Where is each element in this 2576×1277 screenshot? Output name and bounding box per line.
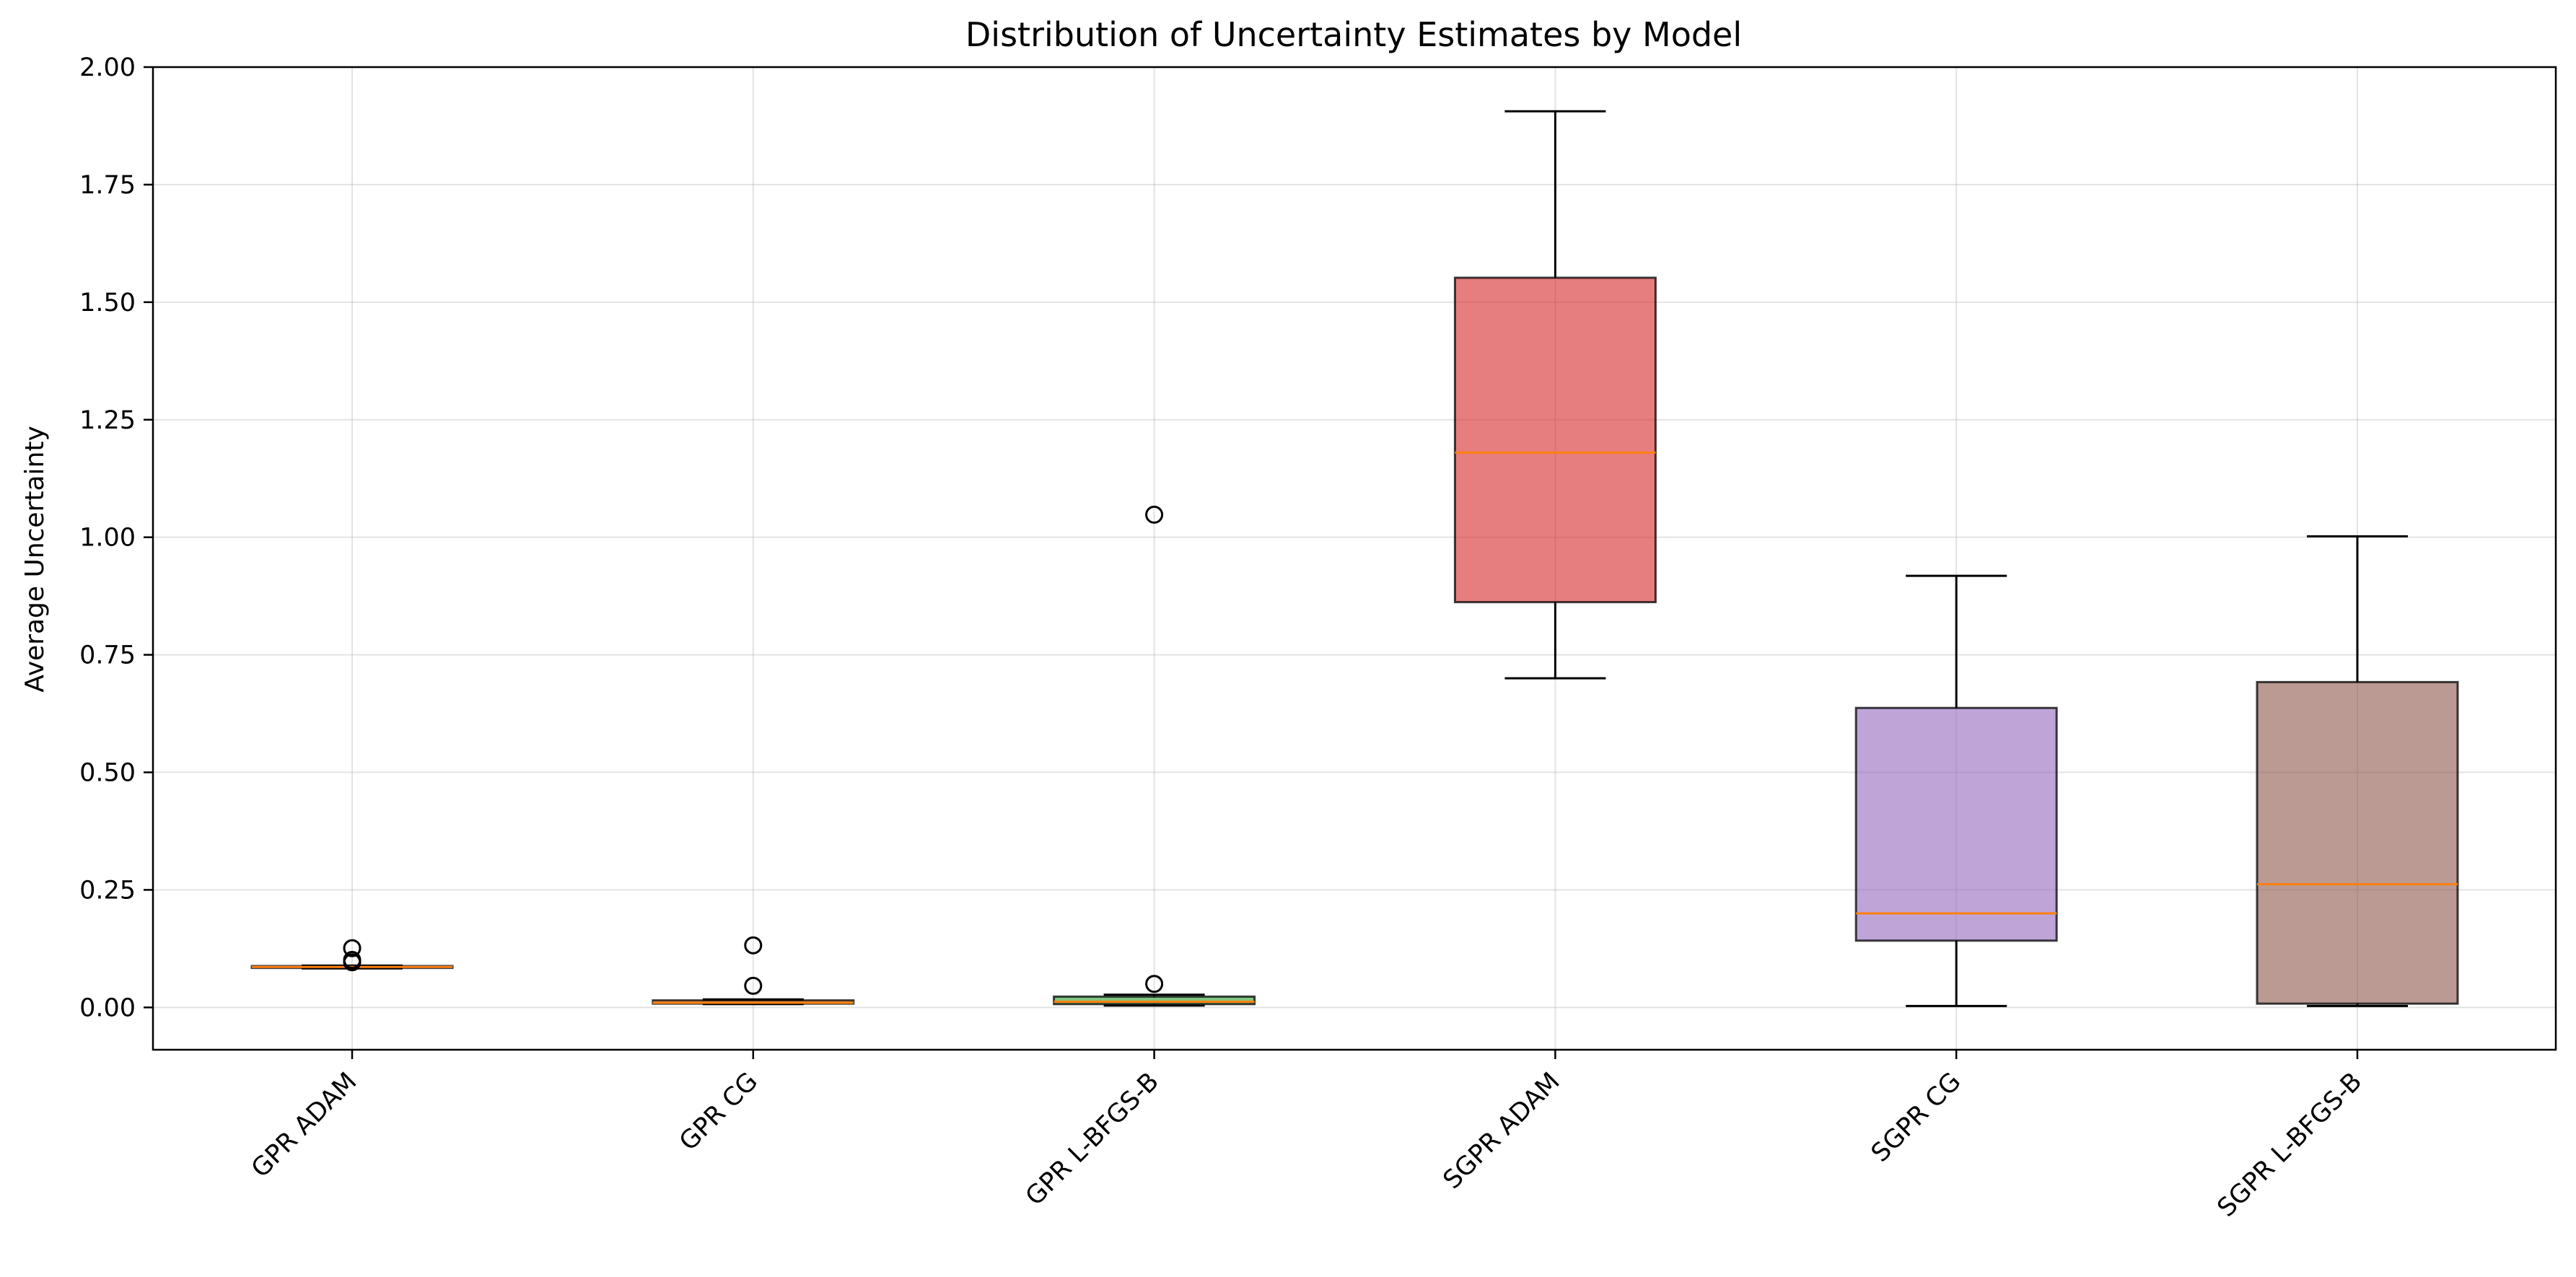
grid-lines [153, 66, 2556, 1050]
y-tick-label: 0.00 [79, 993, 136, 1022]
x-tick-label: SGPR CG [1866, 1067, 1967, 1168]
box-body [1053, 995, 1256, 1006]
box-group [250, 939, 454, 972]
x-tick-label: GPR L-BFGS-B [1020, 1067, 1165, 1211]
outlier-point [744, 976, 763, 995]
outlier-point [1145, 975, 1164, 993]
y-tick-label: 0.75 [79, 641, 136, 670]
box-body [1854, 706, 2058, 942]
y-tick-label: 0.25 [79, 876, 136, 905]
box-group [652, 936, 855, 1006]
x-tick-label: GPR ADAM [246, 1067, 362, 1183]
box-group [2256, 535, 2459, 1007]
y-tick-label: 1.25 [79, 406, 136, 435]
x-axis-ticks: GPR ADAM GPR CG GPR L-BFGS-B SGPR ADAM SGPR … [246, 1050, 2367, 1223]
y-tick-label: 2.00 [79, 53, 136, 82]
box-group [1053, 505, 1256, 1007]
y-axis-label: Average Uncertainty [20, 426, 50, 693]
y-tick-label: 0.50 [79, 759, 136, 788]
x-tick-label: GPR CG [674, 1067, 763, 1157]
outlier-point [343, 939, 362, 957]
y-tick-label: 1.75 [79, 171, 136, 200]
outlier-point [1145, 505, 1164, 524]
outlier-point [744, 936, 763, 955]
box-series [250, 110, 2459, 1007]
plot-area-frame [152, 66, 2557, 1051]
outlier-point [343, 951, 362, 970]
box-body [2256, 680, 2459, 1005]
x-tick-label: SGPR ADAM [1438, 1067, 1566, 1195]
x-tick-label: SGPR L-BFGS-B [2212, 1067, 2368, 1223]
box-group [1453, 110, 1657, 680]
box-group [1854, 574, 2058, 1007]
y-axis-ticks: 0.00 0.25 0.50 0.75 1.00 1.25 1.50 1.75 2.00 [79, 53, 153, 1022]
y-tick-label: 1.50 [79, 289, 136, 317]
box-body [1453, 276, 1657, 604]
chart-title: Distribution of Uncertainty Estimates by… [965, 15, 1742, 54]
y-tick-label: 1.00 [79, 524, 136, 553]
